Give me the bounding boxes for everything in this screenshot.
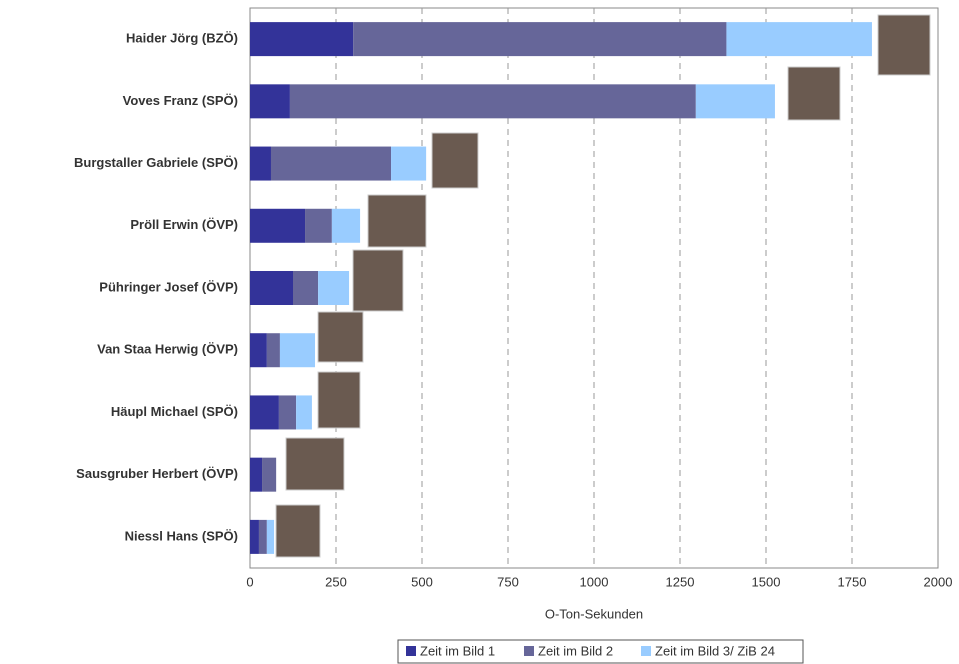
bar-segment	[258, 519, 267, 554]
photo	[317, 371, 361, 429]
bar-segment	[331, 208, 361, 243]
photo	[877, 14, 931, 76]
x-tick-label: 250	[325, 574, 347, 589]
photo	[352, 249, 404, 312]
x-tick-label: 750	[497, 574, 519, 589]
x-tick-label: 500	[411, 574, 433, 589]
bar-segment	[250, 271, 293, 305]
y-tick-label: Häupl Michael (SPÖ)	[111, 404, 238, 419]
photo	[367, 194, 427, 248]
y-tick-label: Voves Franz (SPÖ)	[123, 93, 238, 108]
x-tick-label: 0	[246, 574, 253, 589]
bar-segment	[250, 457, 263, 492]
bar-segment	[266, 519, 275, 554]
photo	[787, 66, 841, 121]
legend-swatch	[641, 646, 651, 656]
legend-box	[397, 639, 804, 664]
bar-segment	[391, 146, 427, 181]
bar-segment	[305, 208, 332, 243]
bar-segment	[278, 395, 297, 430]
x-tick-label: 1250	[666, 574, 695, 589]
photos	[275, 14, 931, 558]
y-tick-label: Sausgruber Herbert (ÖVP)	[76, 466, 238, 481]
bar-segment	[289, 84, 696, 119]
bar-segment	[293, 271, 319, 305]
photo	[275, 504, 321, 558]
bar-segment	[262, 457, 277, 492]
x-tick-label: 1750	[838, 574, 867, 589]
bar-segment	[250, 84, 290, 119]
legend-label: Zeit im Bild 1	[420, 643, 495, 658]
bar-segment	[250, 146, 271, 181]
x-axis-label: O-Ton-Sekunden	[545, 606, 643, 621]
bar-segment	[250, 395, 279, 430]
bar-segment	[353, 22, 727, 57]
bar-segment	[726, 22, 872, 57]
photo	[317, 311, 364, 363]
y-tick-label: Haider Jörg (BZÖ)	[126, 31, 238, 46]
y-tick-label: Burgstaller Gabriele (SPÖ)	[74, 155, 238, 170]
photo	[431, 132, 479, 189]
legend-label: Zeit im Bild 2	[538, 643, 613, 658]
x-tick-label: 1000	[580, 574, 609, 589]
bar-segment	[250, 208, 306, 243]
legend-swatch	[406, 646, 416, 656]
y-tick-label: Van Staa Herwig (ÖVP)	[97, 342, 238, 357]
x-tick-label: 1500	[752, 574, 781, 589]
x-tick-label: 2000	[924, 574, 953, 589]
legend-label: Zeit im Bild 3/ ZiB 24	[655, 643, 775, 658]
y-tick-label: Pröll Erwin (ÖVP)	[130, 217, 238, 232]
bar-segment	[279, 333, 316, 368]
bar-segment	[250, 333, 267, 368]
bar-segment	[250, 22, 354, 57]
y-tick-label: Niessl Hans (SPÖ)	[125, 528, 238, 543]
bar-segment	[270, 146, 392, 181]
bar-segment	[695, 84, 775, 119]
bar-segment	[296, 395, 312, 430]
y-tick-label: Pühringer Josef (ÖVP)	[99, 279, 238, 294]
bar-segment	[250, 519, 259, 554]
photo	[285, 437, 345, 491]
bar-segment	[318, 271, 350, 305]
legend-swatch	[524, 646, 534, 656]
bar-segment	[266, 333, 280, 368]
